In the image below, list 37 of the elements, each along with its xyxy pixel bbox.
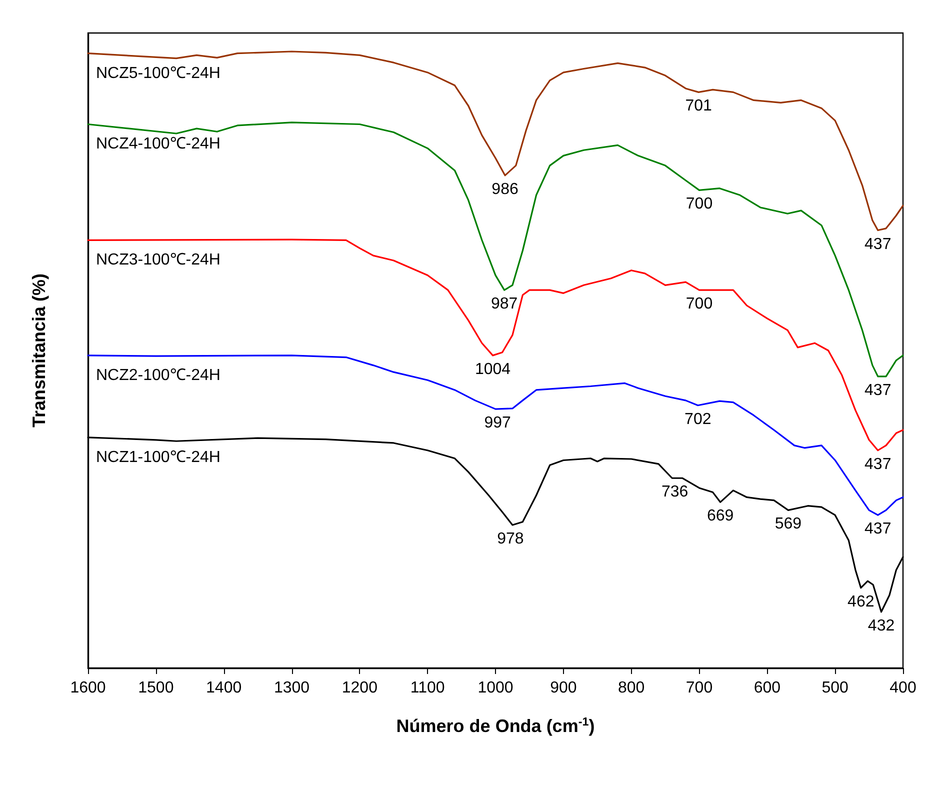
x-tick-label: 400 [890,680,916,696]
x-tick-label: 700 [686,680,713,696]
annotation: 987 [490,296,518,313]
y-axis-title: Transmitancia (%) [29,273,49,428]
annotation: 437 [864,520,892,538]
x-tick-label: 1200 [342,680,378,696]
annotation: 437 [864,456,892,473]
x-tick-label: 1500 [138,680,174,696]
x-tick-label: 500 [822,680,849,696]
annotation: 1004 [474,360,511,378]
series-label: NCZ3-100℃-24H [96,252,220,269]
x-tick-label: 1000 [478,680,514,696]
series-label: NCZ2-100℃-24H [96,366,220,384]
x-tick-label: 800 [618,680,645,696]
x-tick-label: 600 [754,680,781,696]
annotation: 978 [497,530,524,548]
annotation: 462 [848,593,874,610]
annotation: 736 [661,484,688,501]
series-label: NCZ5-100℃-24H [96,64,220,82]
annotation: 437 [864,236,892,253]
x-tick-label: 1400 [206,680,242,696]
annotation: 432 [868,617,895,634]
annotation: 700 [686,296,713,313]
series-label: NCZ1-100℃-24H [96,448,220,466]
annotation: 569 [774,516,802,533]
annotation: 700 [686,196,713,213]
x-tick-label: 900 [550,680,577,696]
x-tick-label: 1300 [274,680,310,696]
annotation: 997 [484,414,511,432]
annotation: 437 [864,382,892,399]
annotation: 986 [492,180,518,198]
annotation: 701 [685,98,712,115]
x-tick-label: 1100 [410,680,445,696]
series-label: NCZ4-100℃-24H [96,136,220,153]
annotation: 702 [684,410,712,428]
x-tick-label: 1600 [70,680,106,696]
annotation: 669 [706,508,734,525]
